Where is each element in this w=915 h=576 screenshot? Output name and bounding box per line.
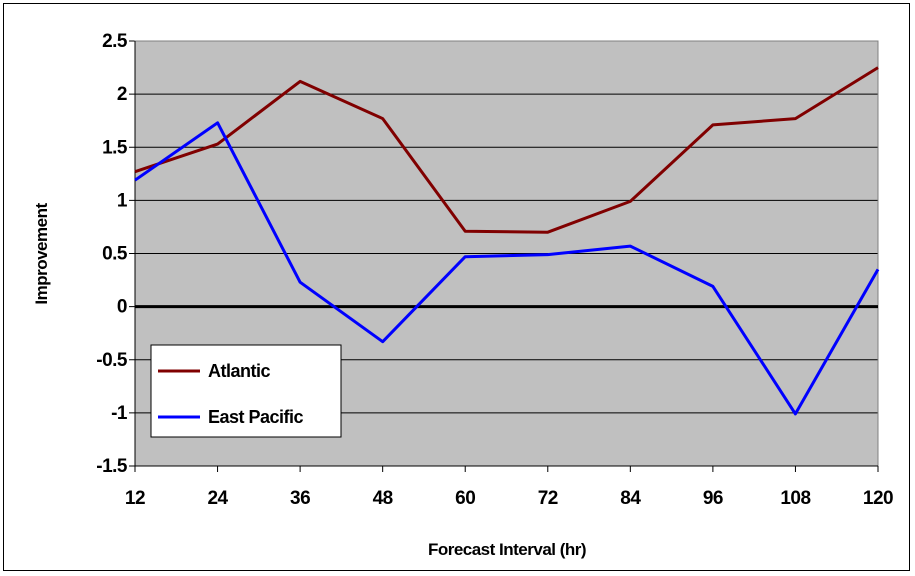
series-line-atlantic (134, 66, 879, 234)
legend-box (150, 344, 342, 438)
y-tick-label: -1 (111, 403, 128, 424)
x-tick-label: 36 (290, 488, 310, 509)
legend-label-atlantic: Atlantic (208, 361, 270, 381)
x-tick-label: 108 (780, 488, 810, 509)
legend: Atlantic East Pacific (150, 344, 342, 438)
y-tick-label: 2 (117, 84, 127, 105)
y-tick-label: 2.5 (102, 31, 128, 52)
y-tick-label: 0.5 (102, 244, 128, 265)
legend-label-east-pacific: East Pacific (208, 407, 304, 427)
x-tick-label: 60 (455, 488, 475, 509)
y-axis-title: Improvement (32, 203, 51, 305)
y-tick-label: 0 (117, 297, 127, 318)
x-tick-label: 48 (373, 488, 393, 509)
y-tick-label: 1 (117, 190, 128, 211)
x-tick-label: 96 (703, 488, 723, 509)
x-tick-label: 12 (125, 488, 145, 509)
x-tick-label: 24 (207, 488, 228, 509)
x-tick-label: 72 (538, 488, 558, 509)
x-tick-label: 120 (863, 488, 893, 509)
x-tick-label: 84 (620, 488, 641, 509)
x-axis-title: Forecast Interval (hr) (428, 540, 586, 559)
y-tick-label: -0.5 (96, 350, 128, 371)
y-tick-label: -1.5 (96, 456, 128, 477)
y-tick-label: 1.5 (102, 137, 128, 158)
series-line-east-pacific (134, 121, 880, 416)
